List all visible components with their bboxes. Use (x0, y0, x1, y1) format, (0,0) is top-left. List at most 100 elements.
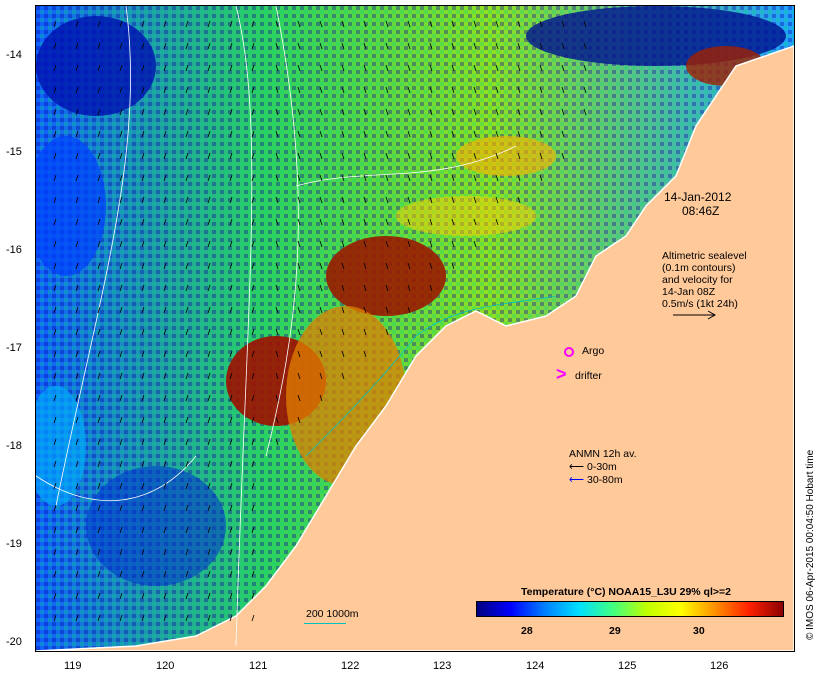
altimetry-line-5: 0.5m/s (1kt 24h) (662, 298, 738, 310)
velocity-arrow (97, 548, 101, 556)
velocity-arrow (451, 196, 455, 204)
velocity-arrow (185, 174, 189, 182)
velocity-arrow (75, 262, 79, 270)
velocity-arrow (451, 86, 455, 94)
velocity-arrow (495, 86, 499, 94)
velocity-arrow (185, 328, 189, 336)
velocity-arrow (185, 152, 189, 160)
velocity-arrow (473, 174, 477, 182)
velocity-arrow (97, 306, 101, 314)
velocity-arrow (207, 306, 211, 314)
velocity-arrow (119, 240, 123, 248)
velocity-arrow (385, 306, 389, 314)
velocity-arrow (97, 570, 101, 578)
velocity-arrow (75, 482, 79, 490)
velocity-arrow (119, 526, 123, 534)
velocity-arrow (229, 526, 233, 534)
velocity-arrow (251, 438, 255, 446)
velocity-arrow (185, 306, 189, 314)
velocity-arrow (297, 328, 301, 336)
velocity-arrow (363, 196, 367, 204)
anmn-item-1: ⟵ 30-80m (569, 474, 623, 486)
velocity-arrow (75, 372, 79, 380)
velocity-arrow (473, 152, 477, 160)
velocity-arrow (185, 526, 189, 534)
velocity-arrow (319, 86, 323, 94)
velocity-arrow (319, 306, 323, 314)
velocity-arrow (229, 394, 233, 402)
velocity-arrow (407, 196, 411, 204)
velocity-arrow (207, 482, 211, 490)
velocity-arrow (385, 218, 389, 226)
anmn-label-1: 30-80m (586, 474, 623, 486)
velocity-arrow (473, 42, 477, 50)
velocity-arrow (429, 152, 433, 160)
velocity-arrow (97, 614, 101, 622)
velocity-arrow (341, 20, 345, 28)
velocity-arrow (385, 20, 389, 28)
velocity-arrow (251, 614, 255, 622)
velocity-arrow (561, 86, 565, 94)
velocity-arrow (141, 130, 145, 138)
velocity-arrow (229, 306, 233, 314)
velocity-arrow (363, 108, 367, 116)
velocity-arrow (583, 20, 587, 28)
velocity-arrow (185, 592, 189, 600)
velocity-arrow (363, 240, 367, 248)
velocity-arrow (297, 130, 301, 138)
velocity-arrow (119, 614, 123, 622)
velocity-arrow (75, 394, 79, 402)
velocity-arrow (495, 152, 499, 160)
velocity-arrow (141, 108, 145, 116)
velocity-arrow (141, 240, 145, 248)
velocity-arrow (385, 108, 389, 116)
velocity-arrow (363, 284, 367, 292)
velocity-arrow (207, 86, 211, 94)
velocity-arrow (97, 394, 101, 402)
velocity-arrow (229, 174, 233, 182)
velocity-arrow (141, 64, 145, 72)
velocity-arrow (341, 86, 345, 94)
velocity-arrow (97, 86, 101, 94)
velocity-arrow (141, 504, 145, 512)
velocity-arrow (185, 218, 189, 226)
velocity-arrow (319, 284, 323, 292)
velocity-arrow (119, 416, 123, 424)
land-area (36, 45, 794, 651)
velocity-arrow (163, 614, 167, 622)
velocity-arrow (251, 592, 255, 600)
anmn-arrow-black-icon: ⟵ (569, 461, 585, 473)
velocity-arrow (275, 86, 279, 94)
velocity-arrow (429, 218, 433, 226)
velocity-arrow (451, 108, 455, 116)
velocity-arrow (207, 262, 211, 270)
velocity-arrow (75, 416, 79, 424)
colorbar-title: Temperature (°C) NOAA15_L3U 29% ql>=2 (521, 586, 731, 598)
velocity-arrow (385, 130, 389, 138)
image-time: 08:46Z (682, 204, 720, 218)
velocity-arrow (251, 218, 255, 226)
velocity-arrow (561, 42, 565, 50)
velocity-arrow (297, 416, 301, 424)
velocity-arrow (229, 548, 233, 556)
velocity-arrow (119, 548, 123, 556)
velocity-arrow (251, 350, 255, 358)
velocity-arrow (319, 108, 323, 116)
velocity-arrow (429, 86, 433, 94)
velocity-arrow (229, 592, 233, 600)
y-tick-17: -17 (6, 342, 22, 354)
velocity-arrow (251, 240, 255, 248)
velocity-arrow (185, 42, 189, 50)
velocity-arrow (141, 262, 145, 270)
velocity-arrow (363, 86, 367, 94)
velocity-arrow (207, 438, 211, 446)
velocity-arrow (297, 42, 301, 50)
velocity-arrow (207, 526, 211, 534)
velocity-arrow (75, 570, 79, 578)
velocity-arrow (319, 350, 323, 358)
velocity-arrow (163, 350, 167, 358)
velocity-arrow (275, 20, 279, 28)
velocity-arrow (385, 152, 389, 160)
velocity-arrow (53, 240, 57, 248)
velocity-arrow (141, 218, 145, 226)
